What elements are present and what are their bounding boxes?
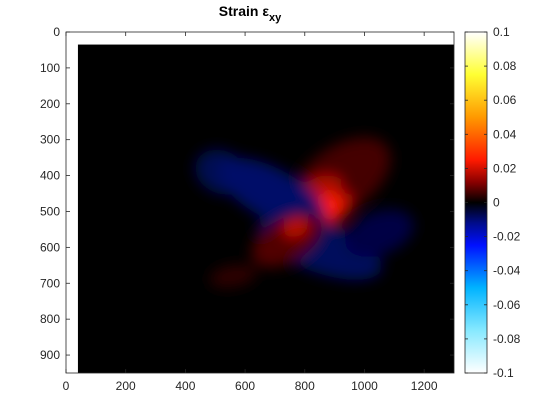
colorbar-tick-label: 0.04 [493,127,517,141]
x-tick-label: 0 [63,379,70,393]
x-tick-label: 200 [116,379,136,393]
y-tick-label: 600 [40,240,60,254]
chart-title: Strain εxy [219,3,282,24]
y-tick-label: 800 [40,312,60,326]
positive-strain-region [282,218,309,238]
y-tick-label: 200 [40,97,60,111]
colorbar-tick-label: -0.02 [493,230,521,244]
colorbar: 0.1 0.08 0.06 0.04 0.02 0 -0.02 -0.04 -0.06 -0.08… [464,25,521,380]
axes-box [65,31,455,374]
x-tick-label: 400 [175,379,195,393]
y-tick-label: 100 [40,61,60,75]
positive-strain-region [209,264,257,288]
colorbar-tick-label: -0.06 [493,298,521,312]
colorbar-gradient [465,32,487,373]
colorbar-tick-label: -0.04 [493,264,521,278]
y-tick-label: 400 [40,169,60,183]
x-tick-label: 1000 [351,379,378,393]
colorbar-tick-label: 0 [493,196,500,210]
negative-strain-region [217,157,326,230]
x-tick-label: 1200 [411,379,438,393]
colorbar-tick-label: 0.1 [493,25,510,39]
x-tick-label: 800 [295,379,315,393]
y-tick-label: 300 [40,133,60,147]
negative-strain-region [344,209,414,257]
colorbar-tick-label: -0.08 [493,332,521,346]
heatmap-plot-area: 0 200 400 600 800 1000 1200 0 100 200 300 400 500 600… [40,25,455,393]
y-tick-label: 0 [53,25,60,39]
x-tick-label: 600 [235,379,255,393]
positive-strain-region [340,156,382,195]
colorbar-tick-label: -0.1 [493,366,514,380]
y-tick-label: 700 [40,276,60,290]
colorbar-tick-label: 0.08 [493,59,517,73]
colorbar-tick-label: 0.06 [493,93,517,107]
y-tick-label: 900 [40,348,60,362]
strain-field [195,137,414,288]
y-tick-label: 500 [40,204,60,218]
colorbar-tick-label: 0.02 [493,161,517,175]
